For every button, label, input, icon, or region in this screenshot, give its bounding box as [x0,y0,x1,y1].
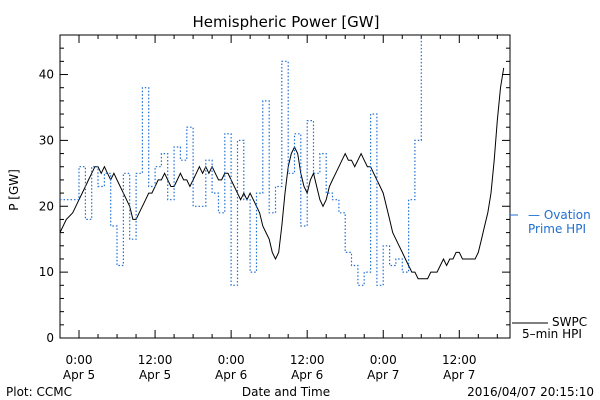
y-tick-label: 40 [39,68,54,82]
x-tick-date-label: Apr 7 [443,368,475,382]
swpc-hpi-line [59,67,505,280]
legend-ovation: — Ovation Prime HPI [510,208,591,236]
plot-frame [59,34,511,339]
x-tick-date-label: Apr 7 [367,368,399,382]
x-tick-date-label: Apr 5 [139,368,171,382]
legend-swpc: SWPC 5–min HPI [512,315,587,341]
y-tick-label: 0 [46,331,54,345]
legend-swpc-label-line1: SWPC [552,315,587,329]
series-lines [59,35,505,286]
y-tick-label: 20 [39,199,54,213]
y-tick-label: 10 [39,265,54,279]
x-tick-time-label: 0:00 [66,353,93,367]
y-axis-ticks: 0 10 20 30 40 [39,34,510,345]
x-tick-date-label: Apr 6 [291,368,323,382]
x-axis-label: Date and Time [242,385,330,399]
x-tick-time-label: 12:00 [138,353,173,367]
legend-swpc-label-line2: 5–min HPI [522,327,582,341]
x-tick-date-label: Apr 5 [63,368,95,382]
y-tick-label: 30 [39,133,54,147]
legend-ovation-label-line2: Prime HPI [528,222,586,236]
x-tick-time-label: 0:00 [218,353,245,367]
ovation-prime-hpi-line [60,35,422,286]
plot-timestamp: 2016/04/07 20:15:10 [467,385,594,399]
plot-credit: Plot: CCMC [6,385,72,399]
x-tick-time-label: 12:00 [442,353,477,367]
legend-ovation-label-line1: — Ovation [528,208,591,222]
x-tick-time-label: 12:00 [290,353,325,367]
x-tick-date-label: Apr 6 [215,368,247,382]
y-axis-label: P [GW] [7,169,21,211]
x-tick-time-label: 0:00 [370,353,397,367]
chart-title: Hemispheric Power [GW] [193,13,380,31]
